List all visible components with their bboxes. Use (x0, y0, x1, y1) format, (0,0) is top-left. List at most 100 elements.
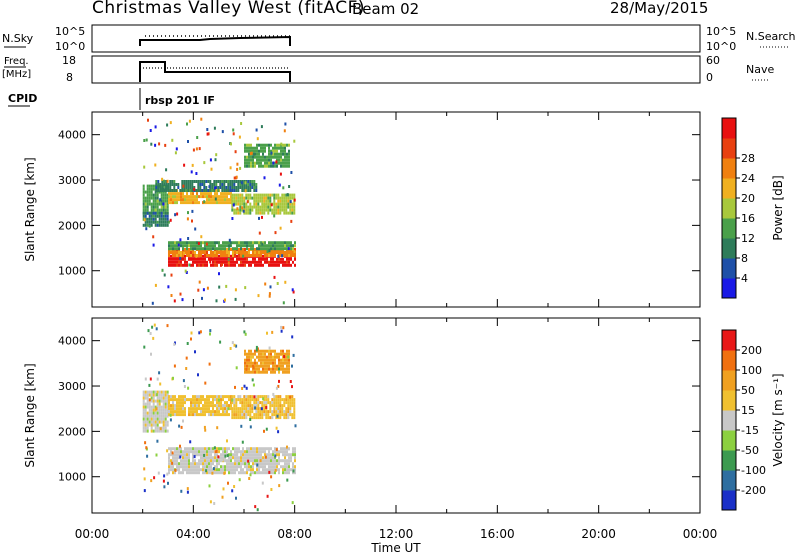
power-cell (219, 180, 222, 183)
velocity-cell (248, 450, 250, 454)
power-cell (233, 211, 236, 215)
power-cell (273, 193, 276, 197)
power-cell (169, 183, 172, 186)
velocity-cell (272, 450, 274, 454)
power-cell (292, 251, 294, 254)
power-cell (222, 195, 224, 199)
velocity-cell (204, 462, 206, 466)
power-colorbar-swatch (722, 218, 736, 239)
power-cell (255, 186, 258, 189)
velocity-cell (285, 410, 288, 414)
velocity-scatter-cell (148, 383, 151, 387)
power-cell (234, 254, 236, 257)
power-cell (226, 201, 228, 205)
power-cell (212, 251, 214, 254)
power-cell (245, 186, 248, 189)
power-cell (283, 211, 286, 215)
velocity-cell (266, 462, 268, 466)
velocity-cell (222, 471, 224, 475)
power-scatter-cell (229, 166, 232, 170)
velocity-cell (266, 459, 268, 463)
velocity-cell (168, 404, 170, 408)
velocity-cell (241, 401, 244, 405)
velocity-cell (192, 447, 194, 451)
velocity-scatter-cell (151, 325, 154, 329)
velocity-cell (170, 407, 172, 411)
power-cell (216, 247, 218, 251)
velocity-cell (202, 404, 204, 408)
velocity-cell (170, 410, 172, 414)
velocity-cell (272, 370, 274, 374)
power-cell (170, 251, 172, 254)
power-cell (210, 192, 212, 196)
velocity-cell (218, 413, 220, 417)
velocity-cell (243, 395, 246, 399)
power-cell (180, 254, 182, 257)
power-cell (284, 251, 286, 254)
velocity-cell (293, 401, 296, 405)
velocity-cell (282, 358, 284, 362)
velocity-cell (186, 456, 188, 460)
power-cell (178, 247, 180, 251)
power-cell (245, 196, 248, 200)
power-cell (249, 186, 252, 189)
velocity-cell (255, 398, 258, 402)
velocity-cell (280, 447, 282, 451)
velocity-cell (184, 468, 186, 472)
velocity-cell (154, 414, 157, 418)
power-cell (291, 208, 294, 212)
velocity-colorbar-tick-label: 100 (741, 364, 762, 377)
power-cell (218, 195, 220, 199)
power-cell (224, 201, 226, 205)
power-scatter-cell (154, 283, 157, 287)
velocity-cell (214, 404, 216, 408)
power-cell (162, 223, 165, 227)
power-cell (249, 211, 252, 215)
power-cell (207, 180, 210, 183)
power-cell (173, 183, 176, 186)
power-cell (278, 155, 280, 159)
velocity-colorbar-swatch (722, 490, 736, 511)
velocity-cell (274, 361, 276, 365)
velocity-cell (178, 453, 180, 457)
power-cell (188, 201, 190, 205)
velocity-cell (156, 426, 159, 430)
velocity-cell (194, 413, 196, 417)
power-cell (275, 196, 278, 200)
velocity-scatter-cell (291, 364, 293, 368)
velocity-cell (180, 450, 182, 454)
power-cell (168, 192, 170, 196)
power-scatter-cell (264, 282, 267, 286)
velocity-cell (264, 349, 266, 353)
power-cell (213, 189, 216, 192)
velocity-cell (168, 395, 170, 399)
velocity-cell (237, 416, 240, 420)
velocity-cell (214, 456, 216, 460)
velocity-cell (286, 468, 288, 472)
velocity-cell (190, 401, 192, 405)
velocity-cell (231, 410, 234, 414)
power-cell (183, 189, 186, 192)
velocity-cell (245, 416, 248, 420)
power-cell (244, 149, 246, 153)
velocity-cell (278, 462, 280, 466)
velocity-cell (232, 462, 234, 466)
power-cell (251, 205, 254, 209)
velocity-scatter-cell (244, 332, 247, 336)
power-cell (228, 198, 230, 202)
power-cell (214, 241, 216, 245)
velocity-cell (272, 364, 274, 368)
power-cell (293, 211, 296, 215)
velocity-cell (226, 459, 228, 463)
velocity-cell (232, 471, 234, 475)
velocity-cell (182, 471, 184, 475)
velocity-cell (188, 468, 190, 472)
power-cell (263, 199, 266, 203)
power-cell (160, 205, 163, 209)
power-cell (256, 146, 258, 150)
power-cell (252, 260, 254, 264)
velocity-scatter-cell (163, 485, 166, 489)
power-cell (286, 254, 288, 257)
velocity-cell (273, 398, 276, 402)
velocity-cell (186, 447, 188, 451)
